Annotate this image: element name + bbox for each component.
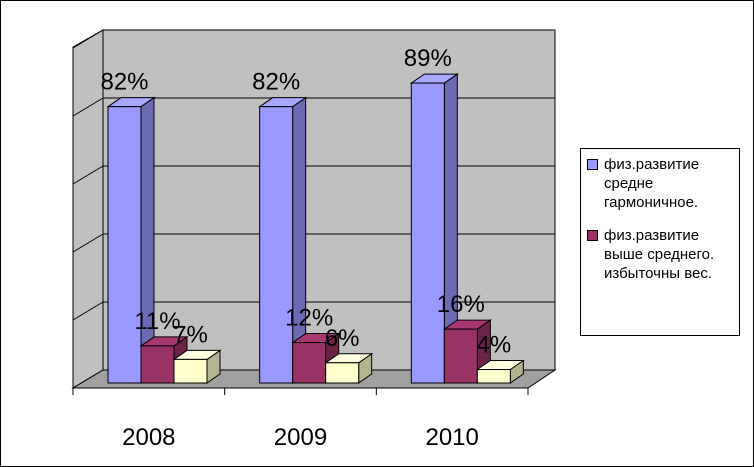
bar — [410, 82, 445, 384]
side-wall — [72, 29, 104, 389]
data-label: 16% — [437, 291, 485, 318]
legend-label: физ.развитие средне гармоничное. — [604, 156, 700, 211]
legend-swatch — [587, 230, 598, 241]
data-label: 89% — [404, 45, 452, 72]
x-tick-label: 2009 — [274, 424, 327, 451]
data-label: 7% — [173, 321, 208, 348]
data-label: 6% — [325, 325, 360, 352]
grid-line-side — [72, 165, 104, 185]
bar — [292, 342, 327, 384]
data-label: 82% — [252, 69, 300, 96]
bar — [259, 106, 294, 384]
legend-swatch — [587, 159, 598, 170]
grid-line-side — [72, 97, 104, 117]
x-tick-label: 2010 — [425, 424, 478, 451]
bar — [443, 328, 478, 384]
data-label: 11% — [134, 308, 180, 335]
legend-entry: физ.развитие выше среднего. избыточны ве… — [585, 226, 735, 283]
x-tick-label: 2008 — [122, 424, 175, 451]
data-label: 4% — [476, 332, 511, 359]
grid-line-side — [72, 301, 104, 321]
bar — [476, 369, 511, 384]
grid-line-side — [72, 233, 104, 253]
bar — [107, 106, 142, 384]
bar — [140, 345, 175, 384]
grid-line-side — [72, 29, 104, 49]
legend: физ.развитие средне гармоничное. физ.разв… — [580, 148, 740, 336]
legend-label: физ.развитие выше среднего. избыточны ве… — [604, 227, 715, 282]
bar — [325, 362, 360, 384]
data-label: 12% — [285, 305, 333, 332]
bar — [173, 358, 208, 384]
legend-entry: физ.развитие средне гармоничное. — [585, 155, 735, 212]
data-label: 82% — [100, 69, 148, 96]
